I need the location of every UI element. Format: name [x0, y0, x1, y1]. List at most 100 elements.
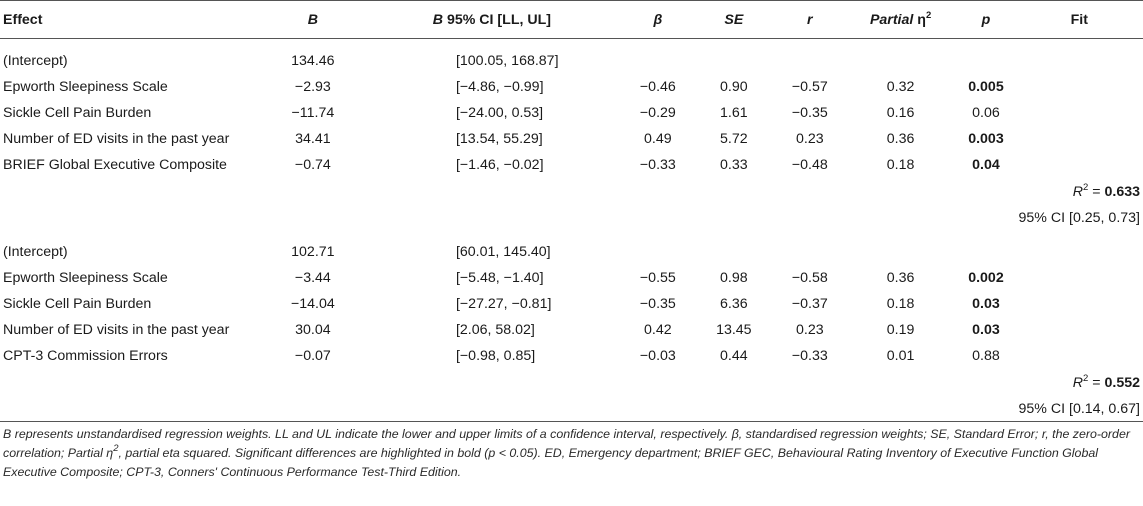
model2-fit-ci: 95% CI [0.14, 0.67]: [1018, 396, 1143, 422]
ci-cell: [−4.86, −0.99]: [455, 79, 544, 95]
fit-cell: [1019, 152, 1143, 178]
model2-r-squared: R2 = 0.552: [1019, 369, 1143, 396]
r-cell: −0.35: [791, 105, 828, 121]
eta-cell: 0.36: [886, 270, 915, 286]
se-cell: 5.72: [720, 131, 748, 147]
fit-row: R2 = 0.552: [0, 369, 1143, 396]
fit-cell: [1019, 265, 1143, 291]
header-eta-symbol: η: [917, 11, 926, 28]
eta-cell: 0.19: [886, 322, 915, 338]
p-cell: [953, 239, 1018, 265]
footnote-sup: 2: [113, 443, 119, 454]
b-cell: −0.74: [294, 157, 331, 173]
effect-cell: Epworth Sleepiness Scale: [3, 270, 168, 286]
fit-ci-row: 95% CI [0.25, 0.73]: [0, 205, 1143, 230]
header-row: Effect B B 95% CI [LL, UL] β SE r Partia…: [0, 0, 1143, 39]
r-cell: −0.58: [791, 270, 828, 286]
se-cell: 0.90: [720, 79, 748, 95]
p-cell: 0.06: [972, 105, 1000, 121]
beta-cell: 0.42: [644, 322, 672, 338]
se-cell: 6.36: [720, 296, 748, 312]
beta-cell: −0.29: [639, 105, 676, 121]
header-se: SE: [695, 0, 772, 39]
footnote-part1: B represents unstandardised regression w…: [3, 427, 1130, 460]
p-cell: 0.005: [968, 79, 1004, 95]
header-p: p: [953, 0, 1019, 39]
p-cell: [953, 48, 1018, 74]
eta-cell: 0.01: [886, 348, 915, 364]
fit-cell: [1019, 100, 1143, 126]
header-eta-sup: 2: [925, 9, 932, 21]
fit-cell: [1019, 48, 1143, 74]
r-cell: −0.57: [791, 79, 828, 95]
r-squared-symbol: R: [1072, 374, 1084, 391]
p-cell: 0.04: [972, 157, 1000, 173]
effect-cell: Epworth Sleepiness Scale: [3, 79, 168, 95]
r-cell: 0.23: [796, 322, 824, 338]
p-cell: 0.002: [968, 270, 1004, 286]
r-squared-value: 0.633: [1104, 183, 1140, 200]
eta-cell: 0.32: [886, 79, 915, 95]
p-cell: 0.03: [972, 296, 1000, 312]
ci-cell: [−0.98, 0.85]: [455, 348, 536, 364]
header-effect: Effect: [0, 0, 262, 39]
table-footnote: B represents unstandardised regression w…: [3, 425, 1133, 482]
footnote-part2: , partial eta squared. Significant diffe…: [3, 446, 1098, 479]
se-cell: [696, 239, 772, 265]
table-row: BRIEF Global Executive Composite −0.74 […: [0, 152, 1143, 178]
beta-cell: −0.03: [639, 348, 676, 364]
r-squared-sup: 2: [1083, 181, 1089, 193]
b-cell: 134.46: [291, 53, 335, 69]
r-squared-sup: 2: [1083, 372, 1089, 384]
b-cell: −14.04: [290, 296, 335, 312]
effect-cell: Sickle Cell Pain Burden: [3, 296, 152, 312]
fit-cell: [1019, 291, 1143, 317]
effect-cell: Number of ED visits in the past year: [3, 131, 230, 147]
effect-cell: (Intercept): [3, 244, 68, 260]
r-cell: −0.48: [791, 157, 828, 173]
beta-cell: −0.46: [639, 79, 676, 95]
beta-cell: 0.49: [644, 131, 672, 147]
fit-cell: [1019, 74, 1143, 100]
ci-cell: [13.54, 55.29]: [455, 131, 543, 147]
effect-cell: Sickle Cell Pain Burden: [3, 105, 152, 121]
eta-cell: [848, 239, 954, 265]
ci-cell: [100.05, 168.87]: [455, 53, 559, 69]
r-squared-symbol: R: [1072, 183, 1084, 200]
fit-cell: [1019, 343, 1143, 369]
r-cell: −0.37: [791, 296, 828, 312]
p-cell: 0.03: [972, 322, 1000, 338]
se-cell: 13.45: [716, 322, 752, 338]
b-cell: 34.41: [295, 131, 331, 147]
effect-cell: (Intercept): [3, 53, 68, 69]
beta-cell: [620, 239, 696, 265]
b-cell: −3.44: [294, 270, 331, 286]
eta-cell: 0.18: [886, 296, 915, 312]
table-row: CPT-3 Commission Errors −0.07 [−0.98, 0.…: [0, 343, 1143, 369]
header-beta: β: [619, 0, 696, 39]
p-cell: 0.003: [968, 131, 1004, 147]
r-cell: [772, 48, 848, 74]
beta-cell: −0.35: [639, 296, 676, 312]
table-row: Number of ED visits in the past year 30.…: [0, 317, 1143, 343]
table-row: Number of ED visits in the past year 34.…: [0, 126, 1143, 152]
ci-cell: [−27.27, −0.81]: [455, 296, 552, 312]
beta-cell: −0.55: [639, 270, 676, 286]
model1-fit-ci: 95% CI [0.25, 0.73]: [1018, 209, 1140, 226]
table-row: Epworth Sleepiness Scale −2.93 [−4.86, −…: [0, 74, 1143, 100]
r-squared-eq: =: [1088, 183, 1105, 200]
r-squared-eq: =: [1088, 374, 1105, 391]
ci-cell: [2.06, 58.02]: [455, 322, 535, 338]
regression-table: Effect B B 95% CI [LL, UL] β SE r Partia…: [0, 0, 1143, 422]
ci-cell: [−24.00, 0.53]: [455, 105, 544, 121]
table-row: Sickle Cell Pain Burden −14.04 [−27.27, …: [0, 291, 1143, 317]
p-cell: 0.88: [972, 348, 1000, 364]
eta-cell: 0.36: [886, 131, 915, 147]
model1-r-squared: R2 = 0.633: [1019, 178, 1143, 205]
beta-cell: [620, 48, 696, 74]
b-cell: 102.71: [291, 244, 335, 260]
fit-row: R2 = 0.633: [0, 178, 1143, 205]
table-row: Epworth Sleepiness Scale −3.44 [−5.48, −…: [0, 265, 1143, 291]
effect-cell: BRIEF Global Executive Composite: [3, 157, 227, 173]
